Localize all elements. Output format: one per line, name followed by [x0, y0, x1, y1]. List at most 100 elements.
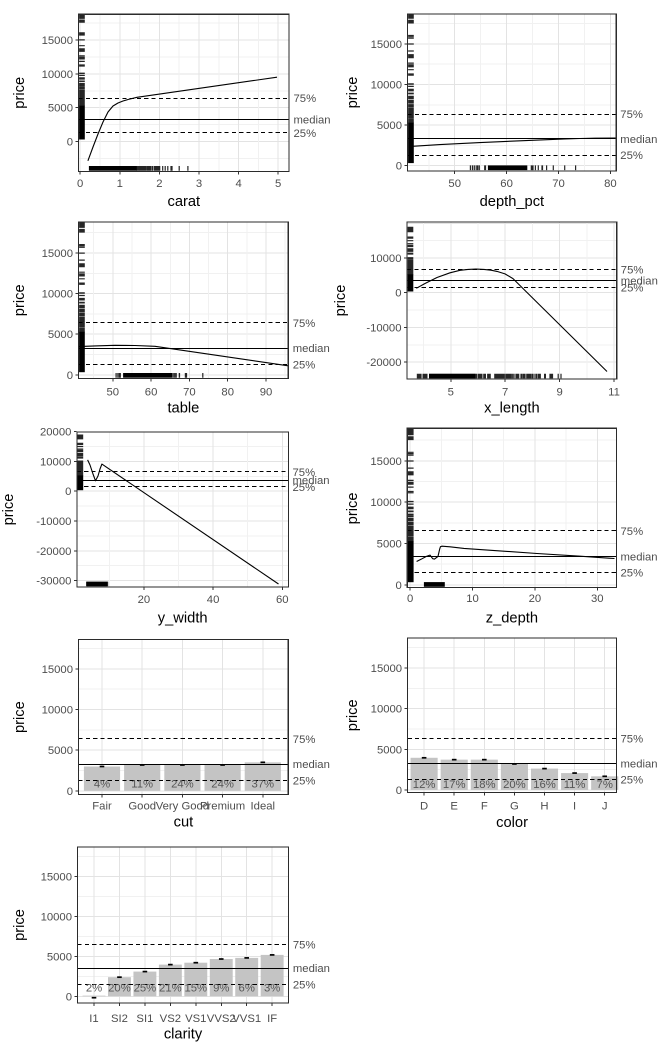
svg-text:11%: 11%	[564, 779, 586, 791]
svg-text:price: price	[345, 492, 361, 524]
svg-text:25%: 25%	[293, 359, 316, 371]
svg-text:15000: 15000	[370, 456, 401, 468]
svg-text:17%: 17%	[443, 779, 466, 791]
svg-text:25%: 25%	[293, 482, 316, 494]
svg-text:F: F	[481, 801, 488, 813]
svg-text:25%: 25%	[293, 775, 316, 787]
svg-text:10000: 10000	[41, 911, 72, 923]
svg-text:24%: 24%	[211, 778, 234, 790]
svg-text:-20000: -20000	[366, 357, 401, 369]
svg-text:VS2: VS2	[160, 1013, 181, 1025]
svg-text:4%: 4%	[94, 778, 110, 790]
svg-text:15000: 15000	[42, 35, 73, 47]
svg-text:median: median	[293, 475, 330, 487]
svg-text:J: J	[602, 801, 608, 813]
svg-text:price: price	[333, 285, 349, 317]
svg-text:price: price	[1, 494, 17, 526]
svg-text:median: median	[293, 963, 330, 975]
svg-text:5000: 5000	[48, 329, 73, 341]
svg-text:5000: 5000	[377, 744, 402, 756]
svg-text:25%: 25%	[621, 282, 644, 294]
svg-text:Good: Good	[128, 801, 156, 813]
svg-text:16%: 16%	[533, 779, 556, 791]
svg-text:75%: 75%	[620, 109, 643, 121]
svg-text:price: price	[345, 699, 361, 731]
svg-text:0: 0	[395, 288, 401, 300]
svg-text:15000: 15000	[371, 663, 402, 675]
svg-text:18%: 18%	[473, 779, 496, 791]
svg-text:75%: 75%	[293, 940, 316, 952]
svg-text:z_depth: z_depth	[486, 611, 538, 627]
svg-text:24%: 24%	[171, 778, 194, 790]
svg-text:5000: 5000	[377, 539, 402, 551]
svg-text:75%: 75%	[621, 526, 644, 538]
svg-text:20%: 20%	[503, 779, 526, 791]
svg-text:H: H	[540, 801, 548, 813]
svg-text:5000: 5000	[47, 951, 72, 963]
svg-text:60: 60	[276, 594, 289, 606]
svg-text:-30000: -30000	[36, 576, 71, 588]
svg-text:0: 0	[396, 580, 402, 592]
svg-text:90: 90	[260, 387, 273, 399]
svg-text:median: median	[621, 758, 658, 770]
svg-text:table: table	[167, 401, 199, 417]
svg-text:75%: 75%	[621, 264, 644, 276]
svg-text:0: 0	[65, 486, 71, 498]
svg-text:37%: 37%	[251, 778, 274, 790]
svg-text:12%: 12%	[413, 779, 436, 791]
svg-text:1: 1	[117, 178, 123, 190]
svg-text:price: price	[12, 909, 28, 941]
svg-text:15000: 15000	[42, 664, 73, 676]
svg-text:clarity: clarity	[164, 1027, 203, 1043]
svg-text:4: 4	[235, 178, 241, 190]
svg-text:20: 20	[138, 594, 151, 606]
svg-text:9%: 9%	[213, 983, 229, 995]
svg-text:0: 0	[77, 178, 83, 190]
svg-text:VS1: VS1	[185, 1013, 206, 1025]
svg-text:3%: 3%	[264, 983, 280, 995]
svg-text:price: price	[345, 77, 361, 109]
svg-text:Very Good: Very Good	[156, 801, 209, 813]
svg-text:75%: 75%	[621, 733, 644, 745]
svg-text:I1: I1	[89, 1013, 98, 1025]
svg-text:25%: 25%	[621, 568, 644, 580]
svg-text:15000: 15000	[41, 871, 72, 883]
svg-text:0: 0	[67, 370, 73, 382]
svg-text:5: 5	[448, 387, 454, 399]
svg-text:15%: 15%	[184, 983, 207, 995]
svg-text:0: 0	[396, 785, 402, 797]
svg-text:0: 0	[67, 786, 73, 798]
svg-text:60: 60	[500, 178, 513, 190]
svg-text:10000: 10000	[370, 253, 401, 265]
svg-text:11%: 11%	[131, 778, 153, 790]
svg-text:20000: 20000	[40, 427, 71, 439]
svg-text:40: 40	[207, 594, 220, 606]
svg-text:0: 0	[66, 991, 72, 1003]
svg-text:30: 30	[591, 593, 604, 605]
svg-text:0: 0	[396, 161, 402, 173]
svg-text:70: 70	[552, 178, 565, 190]
svg-text:5: 5	[275, 178, 281, 190]
svg-text:2%: 2%	[86, 983, 102, 995]
svg-text:7%: 7%	[597, 779, 613, 791]
svg-text:11: 11	[608, 387, 620, 399]
svg-text:75%: 75%	[294, 93, 317, 105]
svg-text:21%: 21%	[159, 983, 182, 995]
svg-text:median: median	[293, 343, 330, 355]
svg-text:VVS2: VVS2	[207, 1013, 236, 1025]
svg-text:median: median	[294, 115, 331, 127]
svg-text:25%: 25%	[293, 980, 316, 992]
svg-text:10000: 10000	[371, 80, 402, 92]
svg-text:50: 50	[448, 178, 461, 190]
svg-text:25%: 25%	[134, 983, 157, 995]
svg-text:20%: 20%	[108, 983, 131, 995]
svg-text:6%: 6%	[239, 983, 255, 995]
svg-text:VVS1: VVS1	[232, 1013, 261, 1025]
svg-text:2: 2	[156, 178, 162, 190]
svg-text:10000: 10000	[42, 705, 73, 717]
svg-text:median: median	[621, 551, 658, 563]
svg-text:price: price	[12, 284, 28, 316]
svg-text:x_length: x_length	[484, 401, 540, 417]
svg-text:0: 0	[67, 137, 73, 149]
svg-text:color: color	[496, 815, 528, 831]
